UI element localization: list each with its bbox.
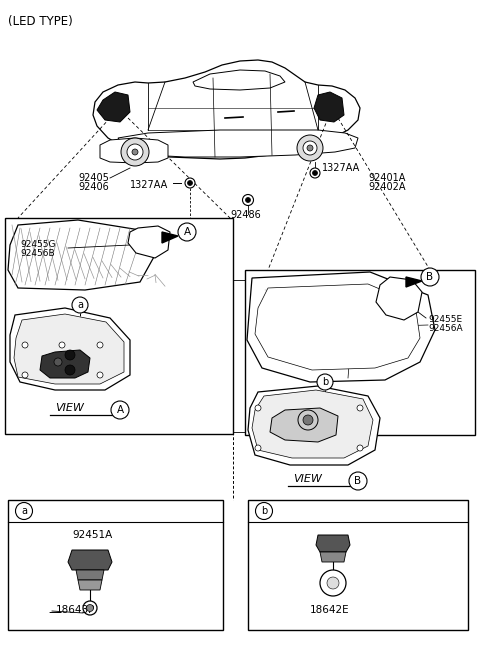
Circle shape bbox=[357, 405, 363, 411]
Polygon shape bbox=[93, 60, 360, 159]
Polygon shape bbox=[270, 408, 338, 442]
Circle shape bbox=[132, 149, 138, 155]
Circle shape bbox=[303, 415, 313, 425]
Polygon shape bbox=[100, 138, 168, 163]
Polygon shape bbox=[97, 92, 130, 122]
Text: 92456B: 92456B bbox=[20, 249, 55, 258]
Text: 1327AA: 1327AA bbox=[322, 163, 360, 173]
Text: B: B bbox=[354, 476, 361, 486]
Circle shape bbox=[121, 138, 149, 166]
Circle shape bbox=[178, 223, 196, 241]
Text: 92406: 92406 bbox=[78, 182, 109, 192]
Circle shape bbox=[97, 372, 103, 378]
Text: 92401A: 92401A bbox=[368, 173, 406, 183]
Circle shape bbox=[22, 342, 28, 348]
Circle shape bbox=[127, 144, 143, 160]
Circle shape bbox=[97, 342, 103, 348]
Polygon shape bbox=[252, 390, 373, 458]
Polygon shape bbox=[406, 277, 422, 287]
Circle shape bbox=[15, 502, 33, 520]
Text: 92456A: 92456A bbox=[428, 324, 463, 333]
Circle shape bbox=[188, 181, 192, 185]
Text: 92405: 92405 bbox=[78, 173, 109, 183]
Polygon shape bbox=[248, 500, 468, 630]
Polygon shape bbox=[118, 130, 358, 157]
Text: 18642E: 18642E bbox=[310, 605, 349, 615]
Text: A: A bbox=[183, 227, 191, 237]
Text: B: B bbox=[426, 272, 433, 282]
Circle shape bbox=[255, 502, 273, 520]
Text: 18643P: 18643P bbox=[56, 605, 96, 615]
Circle shape bbox=[86, 604, 94, 612]
Circle shape bbox=[65, 350, 75, 360]
Text: 92402A: 92402A bbox=[368, 182, 406, 192]
Text: 92455E: 92455E bbox=[428, 315, 462, 324]
Circle shape bbox=[317, 374, 333, 390]
Circle shape bbox=[307, 145, 313, 151]
Polygon shape bbox=[5, 218, 233, 434]
Polygon shape bbox=[247, 272, 435, 382]
Polygon shape bbox=[14, 314, 124, 384]
Polygon shape bbox=[8, 220, 155, 290]
Polygon shape bbox=[376, 277, 422, 320]
Text: VIEW: VIEW bbox=[55, 403, 84, 413]
Text: 92486: 92486 bbox=[230, 210, 261, 220]
Polygon shape bbox=[193, 70, 285, 90]
Polygon shape bbox=[314, 92, 344, 122]
Circle shape bbox=[83, 601, 97, 615]
Polygon shape bbox=[78, 580, 102, 590]
Circle shape bbox=[245, 197, 251, 203]
Text: b: b bbox=[322, 377, 328, 387]
Polygon shape bbox=[68, 550, 112, 570]
Text: 1327AA: 1327AA bbox=[130, 180, 168, 190]
Polygon shape bbox=[248, 386, 380, 465]
Circle shape bbox=[255, 445, 261, 451]
Circle shape bbox=[72, 297, 88, 313]
Circle shape bbox=[22, 372, 28, 378]
Polygon shape bbox=[10, 308, 130, 390]
Text: A: A bbox=[117, 405, 123, 415]
Polygon shape bbox=[40, 350, 90, 378]
Polygon shape bbox=[8, 500, 223, 630]
Polygon shape bbox=[162, 232, 178, 243]
Circle shape bbox=[310, 168, 320, 178]
Circle shape bbox=[298, 410, 318, 430]
Circle shape bbox=[312, 171, 317, 175]
Polygon shape bbox=[316, 535, 350, 552]
Polygon shape bbox=[128, 226, 170, 258]
Circle shape bbox=[59, 342, 65, 348]
Circle shape bbox=[242, 195, 253, 205]
Polygon shape bbox=[245, 270, 475, 435]
Polygon shape bbox=[320, 552, 346, 562]
Text: —: — bbox=[48, 606, 60, 620]
Text: 92451A: 92451A bbox=[72, 530, 112, 540]
Text: 92455G: 92455G bbox=[20, 240, 56, 249]
Circle shape bbox=[327, 577, 339, 589]
Text: a: a bbox=[77, 300, 83, 310]
Circle shape bbox=[421, 268, 439, 286]
Circle shape bbox=[54, 358, 62, 366]
Text: VIEW: VIEW bbox=[293, 474, 322, 484]
Text: (LED TYPE): (LED TYPE) bbox=[8, 15, 73, 28]
Circle shape bbox=[111, 401, 129, 419]
Circle shape bbox=[303, 141, 317, 155]
Circle shape bbox=[185, 178, 195, 188]
Polygon shape bbox=[255, 284, 420, 370]
Polygon shape bbox=[76, 570, 104, 580]
Circle shape bbox=[297, 135, 323, 161]
Circle shape bbox=[320, 570, 346, 596]
Circle shape bbox=[349, 472, 367, 490]
Text: b: b bbox=[261, 506, 267, 516]
Text: a: a bbox=[21, 506, 27, 516]
Circle shape bbox=[357, 445, 363, 451]
Circle shape bbox=[255, 405, 261, 411]
Circle shape bbox=[65, 365, 75, 375]
